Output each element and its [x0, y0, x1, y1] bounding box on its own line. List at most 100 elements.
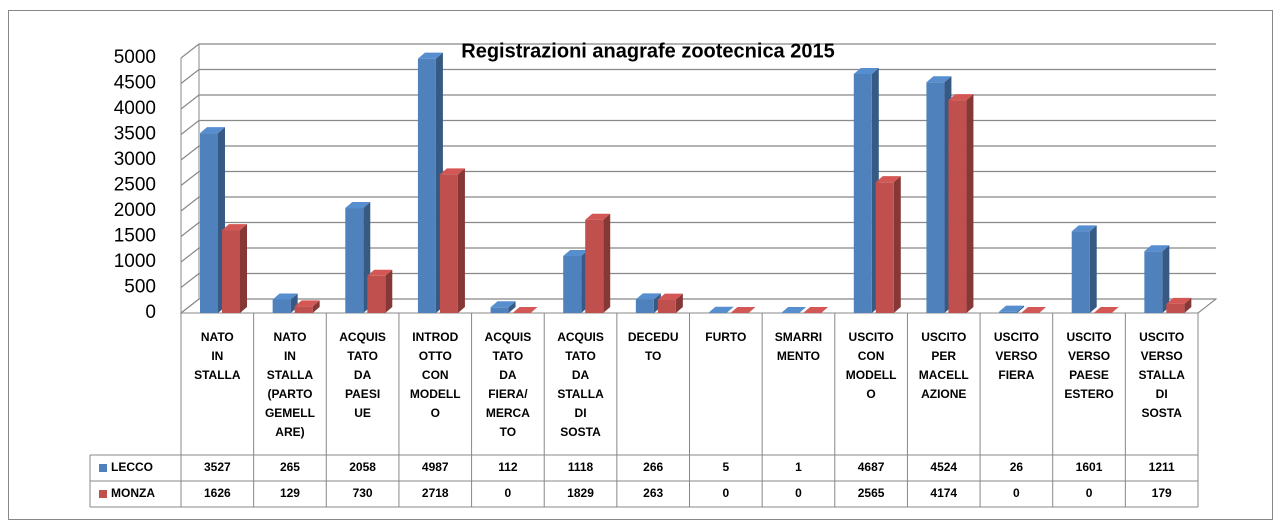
table-cell: 1626	[204, 486, 231, 500]
x-tick-label: SMARRI MENTO	[775, 330, 822, 363]
x-tick-label: USCITO VERSO FIERA	[994, 330, 1039, 382]
bar	[1144, 251, 1163, 313]
bar-side	[675, 293, 683, 313]
y-tick-label: 500	[124, 277, 156, 298]
table-cell: 179	[1152, 486, 1172, 500]
bar	[367, 275, 386, 313]
x-tick-label: ACQUIS TATO DA STALLA DI SOSTA	[557, 330, 604, 439]
bar	[294, 306, 313, 313]
bar-top	[999, 305, 1025, 312]
bar-top	[439, 168, 465, 175]
bar-top	[730, 307, 756, 313]
legend-key	[99, 490, 107, 498]
bar	[1166, 303, 1185, 313]
table-cell: 1601	[1076, 460, 1103, 474]
bar	[345, 208, 364, 313]
bar-side	[966, 94, 974, 313]
bar-top	[222, 224, 247, 231]
table-cell: 2058	[349, 460, 376, 474]
bar-side	[1184, 297, 1192, 313]
y-tick-label: 2500	[114, 175, 156, 196]
bar-top	[512, 307, 538, 313]
bar-top	[345, 202, 371, 209]
bar-top	[948, 94, 974, 101]
bar-side	[312, 300, 320, 313]
x-tick-label: NATO IN STALLA (PARTO GEMELL ARE)	[265, 330, 315, 439]
floor	[179, 298, 1218, 314]
bar	[635, 299, 654, 313]
x-tick-label: ACQUIS TATO DA FIERA/MERCA TO	[485, 330, 532, 439]
bar-top	[635, 293, 661, 300]
table-cell: 4987	[422, 460, 449, 474]
bar	[1071, 231, 1090, 313]
bar	[875, 182, 894, 313]
bar-top	[803, 307, 829, 313]
x-tick-label: ACQUIS TATO DA PAESI UE	[339, 330, 386, 420]
bar	[563, 255, 582, 313]
table-cell: 1118	[568, 460, 594, 474]
bar-top	[708, 306, 734, 313]
bar-side	[799, 306, 807, 313]
chart-title: Registrazioni anagrafe zootecnica 2015	[461, 40, 834, 62]
table-cell: 265	[280, 460, 300, 474]
bar	[948, 100, 967, 313]
bar-top	[272, 293, 298, 300]
bar-top	[417, 52, 443, 59]
bar	[439, 174, 458, 313]
bar-top	[1166, 297, 1192, 304]
bar-side	[1162, 245, 1170, 313]
bar-side	[726, 306, 734, 313]
bar-top	[585, 213, 611, 220]
table-cell: 730	[353, 486, 373, 500]
y-tick-label: 3000	[114, 149, 156, 170]
y-tick-label: 1000	[114, 251, 156, 272]
table-cell: 1829	[567, 486, 594, 500]
table-cell: 0	[505, 486, 512, 500]
bar	[490, 307, 509, 313]
table-cell: 0	[722, 486, 729, 500]
bar-top	[490, 301, 516, 308]
table-cell: 5	[722, 460, 729, 474]
bar-side	[240, 224, 247, 313]
table-cell: 4687	[858, 460, 885, 474]
table-cell: 2565	[858, 486, 885, 500]
x-tick-label: USCITO PER MACELL AZIONE	[919, 330, 969, 401]
table-line	[1197, 298, 1217, 314]
y-tick-label: 1500	[114, 226, 156, 247]
table-cell: 4524	[930, 460, 957, 474]
bar-top	[200, 127, 225, 134]
bar-top	[853, 67, 879, 74]
bar	[272, 299, 291, 313]
bar-top	[563, 249, 589, 256]
table-cell: 1	[795, 460, 802, 474]
x-tick-label: USCITO VERSO PAESE ESTERO	[1064, 330, 1113, 401]
table-cell: 3527	[204, 460, 231, 474]
bar-top	[294, 300, 320, 307]
bar-top	[367, 269, 393, 276]
bar-side	[1089, 225, 1097, 313]
bar	[200, 133, 218, 313]
bar-side	[893, 176, 901, 313]
table-cell: 0	[795, 486, 802, 500]
bar-side	[508, 301, 516, 313]
table-cell: 4174	[930, 486, 957, 500]
legend-label: MONZA	[111, 486, 155, 500]
bar	[657, 299, 676, 313]
table-cell: 129	[280, 486, 300, 500]
bar-side	[385, 269, 393, 313]
bar-top	[1093, 307, 1119, 313]
y-tick-label: 4000	[114, 98, 156, 119]
bar	[853, 73, 872, 313]
bar-side	[457, 168, 465, 313]
table-cell: 2718	[422, 486, 449, 500]
bar-top	[657, 293, 683, 300]
bar	[417, 58, 436, 314]
table-cell: 1211	[1149, 460, 1175, 474]
y-tick-label: 4500	[114, 73, 156, 94]
y-tick-label: 3500	[114, 124, 156, 145]
x-tick-label: USCITO VERSO STALLA DI SOSTA	[1138, 330, 1185, 420]
table-cell: 263	[643, 486, 663, 500]
bar-top	[1021, 307, 1047, 313]
x-tick-label: USCITO CON MODELL O	[846, 330, 897, 401]
